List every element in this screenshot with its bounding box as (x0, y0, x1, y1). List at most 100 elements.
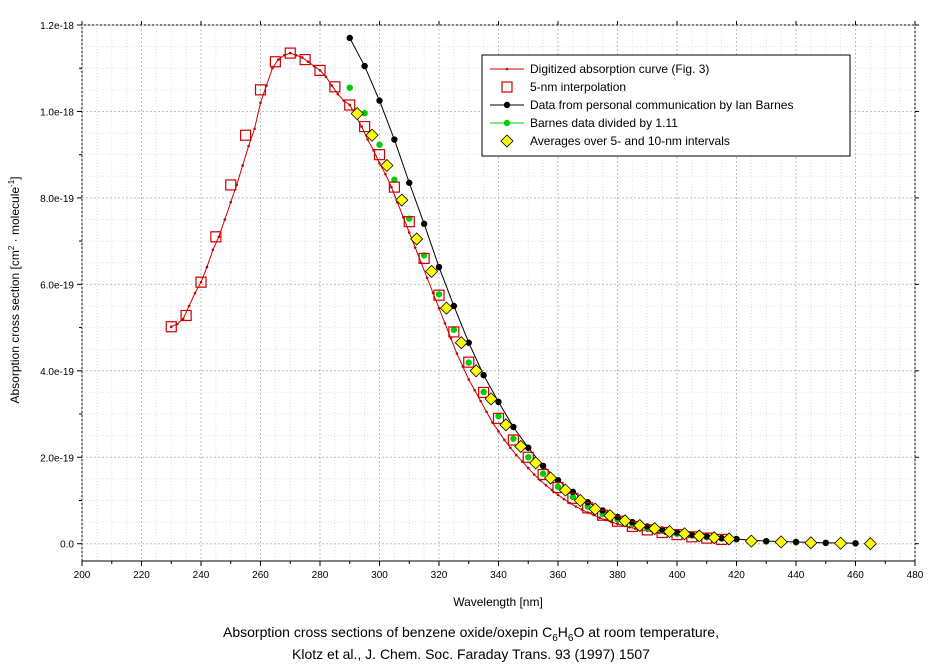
data-point (439, 301, 454, 315)
data-point (391, 136, 398, 143)
data-point (633, 518, 647, 533)
x-tick-label: 380 (609, 570, 626, 581)
data-point (437, 306, 441, 310)
data-point (525, 454, 532, 461)
data-point (344, 99, 356, 111)
y-tick-label: 4.0e-19 (40, 367, 74, 378)
data-point (318, 69, 322, 72)
data-point (361, 62, 368, 70)
data-point (574, 505, 578, 508)
data-point (562, 497, 566, 501)
data-point (435, 263, 443, 271)
data-point (480, 371, 487, 379)
data-point (495, 412, 502, 420)
data-point (455, 352, 459, 355)
data-point (804, 536, 818, 550)
x-tick-label: 280 (312, 570, 329, 581)
data-point (677, 527, 692, 541)
y-tick-label: 0.0 (60, 540, 74, 551)
data-point (180, 309, 192, 322)
data-point (359, 120, 371, 133)
x-tick-label: 420 (728, 570, 745, 581)
data-point (284, 47, 296, 59)
legend-marker (500, 134, 514, 148)
data-point (616, 522, 619, 526)
data-point (484, 392, 498, 406)
y-axis-label-sup1: 2 (7, 245, 16, 250)
x-tick-label: 320 (431, 570, 448, 581)
absorption-chart: 200 220 240 260 280 300 320 340 360 380 400 420 440 4… (7, 21, 924, 609)
data-point (395, 193, 409, 207)
data-point (503, 438, 506, 442)
data-point (366, 138, 369, 141)
legend-marker (505, 67, 509, 71)
data-point (573, 493, 587, 508)
data-point (450, 326, 458, 333)
data-point (420, 220, 428, 228)
x-tick-label: 220 (133, 570, 150, 581)
data-point (240, 129, 252, 141)
data-point (193, 291, 197, 295)
x-tick-label: 480 (907, 570, 924, 581)
data-point (532, 473, 536, 476)
data-point (187, 304, 191, 308)
x-tick-label: 360 (550, 570, 567, 581)
data-point (554, 483, 562, 490)
legend-marker (503, 119, 511, 127)
y-axis-label: Absorption cross section [cm2 · molecule… (7, 176, 22, 403)
y-tick-label: 2.0e-19 (40, 453, 74, 464)
data-point (300, 56, 304, 59)
data-point (361, 109, 368, 117)
data-point (378, 162, 381, 165)
data-point (324, 75, 328, 79)
x-tick-label: 400 (669, 570, 686, 581)
data-point (413, 246, 417, 249)
data-point (774, 535, 788, 549)
data-point (195, 276, 207, 288)
data-point (448, 326, 460, 338)
y-tick-label: 8.0e-19 (40, 194, 74, 205)
y-tick-label: 6.0e-19 (40, 280, 74, 291)
y-axis-label-sup2: -1 (7, 179, 16, 187)
data-point (707, 531, 721, 545)
data-point (406, 179, 413, 186)
data-point (410, 232, 424, 246)
data-point (384, 172, 387, 176)
data-point (469, 364, 483, 378)
x-tick-label: 260 (252, 570, 269, 581)
data-point (539, 462, 547, 470)
y-axis-label-end: ] (8, 176, 22, 179)
data-point (822, 539, 829, 547)
data-point (407, 231, 411, 234)
data-point (465, 339, 472, 346)
caption-suffix: O at room temperature, (573, 624, 719, 640)
data-point (569, 493, 577, 501)
y-axis-label-mid: · molecule (8, 187, 22, 246)
data-point (792, 538, 800, 546)
data-point (435, 291, 443, 298)
data-point (556, 493, 560, 497)
data-point (497, 430, 500, 433)
legend: Digitized absorption curve (Fig. 3) 5-nm … (481, 54, 851, 157)
data-point (454, 336, 468, 350)
data-point (259, 101, 262, 105)
data-point (449, 337, 453, 340)
data-point (834, 536, 848, 550)
data-point (247, 144, 250, 148)
data-point (205, 265, 209, 269)
data-point (288, 51, 292, 55)
legend-entry: Digitized absorption curve (Fig. 3) (530, 62, 709, 76)
data-point (277, 58, 280, 61)
data-point (330, 84, 334, 87)
series-layer (165, 34, 877, 551)
caption-sub-1: 6 (552, 632, 558, 644)
data-point (465, 359, 472, 366)
x-axis: 200 220 240 260 280 300 320 340 360 380 400 420 440 4… (74, 21, 924, 581)
data-point (509, 446, 512, 450)
data-point (165, 321, 177, 333)
legend-marker (503, 101, 511, 109)
data-point (628, 525, 631, 529)
data-point (588, 502, 602, 516)
data-point (603, 509, 617, 523)
caption-line-2: Klotz et al., J. Chem. Soc. Faraday Tran… (292, 646, 650, 662)
